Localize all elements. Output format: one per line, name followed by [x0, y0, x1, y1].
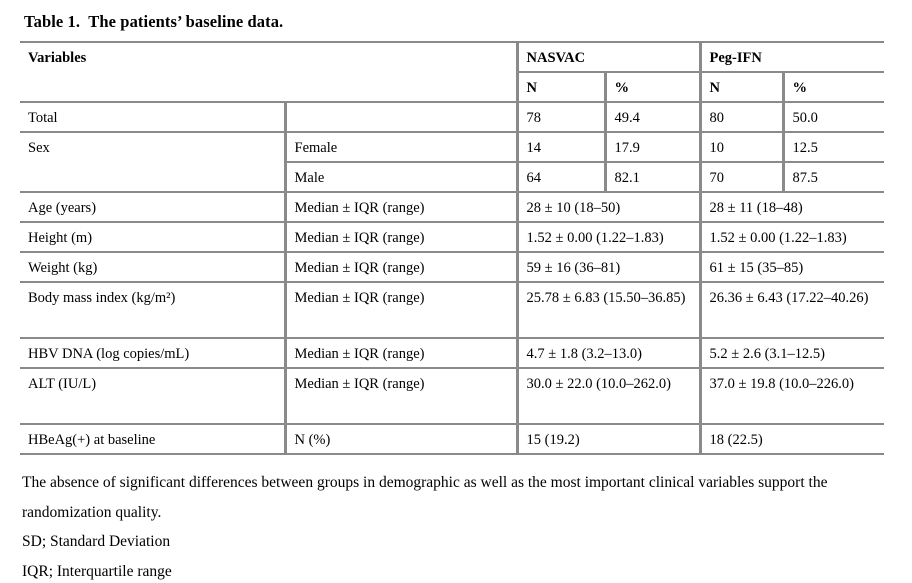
row-label: Height (m): [20, 222, 285, 253]
cell-nasvac-value: 30.0 ± 22.0 (10.0–262.0): [515, 368, 700, 425]
row-label: ALT (IU/L): [20, 368, 285, 425]
table-footnotes: The absence of significant differences b…: [22, 468, 894, 583]
table-title: Table 1. The patients’ baseline data.: [24, 12, 284, 31]
footnote-iqr: IQR; Interquartile range: [22, 562, 172, 580]
cell-pegifn-pct: 12.5: [781, 132, 884, 163]
table-row-total: Total 78 49.4 80 50.0: [20, 102, 884, 133]
row-label: Sex: [20, 132, 285, 193]
cell-nasvac-value: 15 (19.2): [515, 424, 700, 455]
cell-pegifn-value: 5.2 ± 2.6 (3.1–12.5): [698, 338, 884, 369]
footnote-sd: SD; Standard Deviation: [22, 533, 171, 550]
table-row-weight: Weight (kg) Median ± IQR (range) 59 ± 16…: [20, 252, 884, 283]
row-label: Body mass index (kg/m²): [20, 282, 285, 339]
cell-nasvac-pct: 49.4: [603, 102, 700, 133]
cell-pegifn-n: 10: [698, 132, 783, 163]
column-header-pegifn: Peg-IFN: [698, 41, 884, 73]
baseline-data-table: Variables NASVAC Peg-IFN N % N % Total 7…: [20, 41, 884, 455]
cell-pegifn-value: 18 (22.5): [698, 424, 884, 455]
column-header-nasvac-pct: %: [603, 72, 700, 103]
cell-pegifn-n: 80: [698, 102, 783, 133]
cell-nasvac-n: 14: [515, 132, 605, 163]
cell-nasvac-value: 28 ± 10 (18–50): [515, 192, 700, 223]
row-sublabel: Male: [283, 162, 517, 193]
cell-nasvac-n: 78: [515, 102, 605, 133]
table-row-hbv-dna: HBV DNA (log copies/mL) Median ± IQR (ra…: [20, 338, 884, 369]
row-label: Total: [20, 102, 285, 133]
table-row-sex-female: Sex Female 14 17.9 10 12.5: [20, 132, 884, 193]
cell-nasvac-value: 59 ± 16 (36–81): [515, 252, 700, 283]
cell-pegifn-value: 1.52 ± 0.00 (1.22–1.83): [698, 222, 884, 253]
column-header-pegifn-pct: %: [781, 72, 884, 103]
row-sublabel: Median ± IQR (range): [283, 192, 517, 223]
row-label: HBV DNA (log copies/mL): [20, 338, 285, 369]
column-header-pegifn-n: N: [698, 72, 783, 103]
row-sublabel: Median ± IQR (range): [283, 252, 517, 283]
cell-nasvac-n: 64: [515, 162, 605, 193]
row-sublabel: Median ± IQR (range): [283, 368, 517, 425]
row-sublabel: Female: [283, 132, 517, 163]
row-label: Weight (kg): [20, 252, 285, 283]
footnote-summary: The absence of significant differences b…: [22, 474, 828, 521]
table-row-hbeag: HBeAg(+) at baseline N (%) 15 (19.2) 18 …: [20, 424, 884, 455]
cell-pegifn-value: 28 ± 11 (18–48): [698, 192, 884, 223]
row-label: HBeAg(+) at baseline: [20, 424, 285, 455]
row-sublabel: Median ± IQR (range): [283, 222, 517, 253]
row-label: Age (years): [20, 192, 285, 223]
column-header-variables: Variables: [20, 41, 517, 103]
table-row-height: Height (m) Median ± IQR (range) 1.52 ± 0…: [20, 222, 884, 253]
header-row-groups: Variables NASVAC Peg-IFN: [20, 41, 884, 103]
row-sublabel: [283, 102, 517, 133]
table-row-age: Age (years) Median ± IQR (range) 28 ± 10…: [20, 192, 884, 223]
row-sublabel: N (%): [283, 424, 517, 455]
cell-pegifn-pct: 50.0: [781, 102, 884, 133]
table-row-sex-male: Male 64 82.1 70 87.5: [20, 162, 884, 193]
cell-pegifn-pct: 87.5: [781, 162, 884, 193]
cell-nasvac-pct: 82.1: [603, 162, 700, 193]
cell-nasvac-value: 25.78 ± 6.83 (15.50–36.85): [515, 282, 700, 339]
cell-nasvac-value: 1.52 ± 0.00 (1.22–1.83): [515, 222, 700, 253]
table-row-alt: ALT (IU/L) Median ± IQR (range) 30.0 ± 2…: [20, 368, 884, 425]
cell-pegifn-value: 37.0 ± 19.8 (10.0–226.0): [698, 368, 884, 425]
cell-pegifn-value: 26.36 ± 6.43 (17.22–40.26): [698, 282, 884, 339]
column-header-nasvac: NASVAC: [515, 41, 700, 73]
row-sublabel: Median ± IQR (range): [283, 338, 517, 369]
cell-nasvac-pct: 17.9: [603, 132, 700, 163]
cell-pegifn-n: 70: [698, 162, 783, 193]
cell-pegifn-value: 61 ± 15 (35–85): [698, 252, 884, 283]
row-sublabel: Median ± IQR (range): [283, 282, 517, 339]
column-header-nasvac-n: N: [515, 72, 605, 103]
header-row-subcolumns: N % N %: [20, 72, 884, 103]
table-row-bmi: Body mass index (kg/m²) Median ± IQR (ra…: [20, 282, 884, 339]
cell-nasvac-value: 4.7 ± 1.8 (3.2–13.0): [515, 338, 700, 369]
